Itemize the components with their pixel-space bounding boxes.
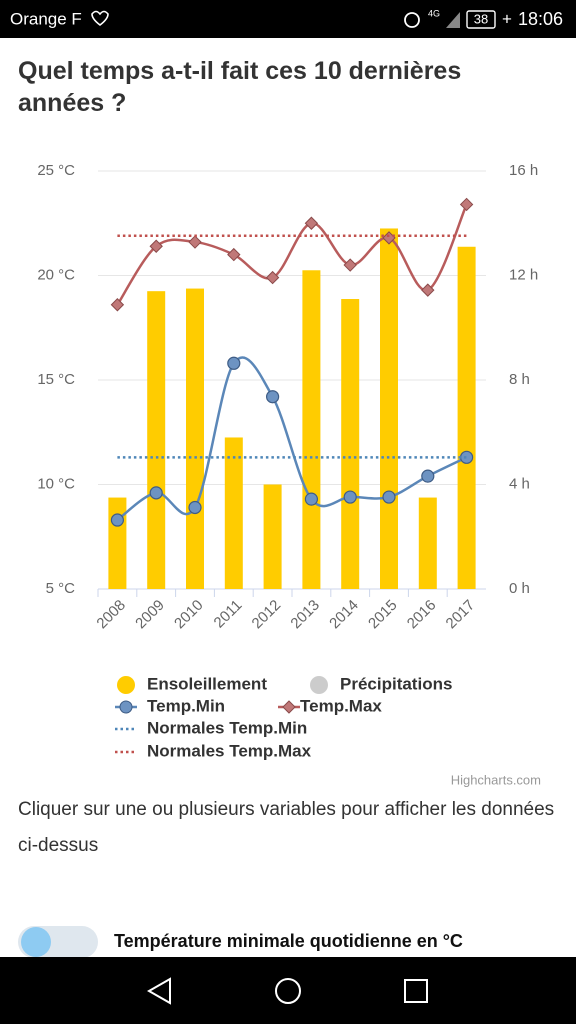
legend-label: Précipitations bbox=[340, 674, 452, 693]
y-tick-label: 10 °C bbox=[37, 475, 75, 492]
y-tick-label: 15 °C bbox=[37, 371, 75, 388]
marker bbox=[421, 283, 435, 297]
legend-marker bbox=[282, 700, 296, 714]
toggle-label[interactable]: Température minimale quotidienne en °C bbox=[114, 931, 463, 951]
series-line bbox=[116, 356, 468, 522]
x-tick-label: 2012 bbox=[249, 597, 285, 633]
clock: 18:06 bbox=[518, 9, 563, 29]
battery-level: 38 bbox=[474, 11, 488, 26]
alarm-icon bbox=[404, 12, 420, 28]
bar bbox=[224, 437, 243, 589]
nav-home[interactable] bbox=[275, 978, 301, 1004]
y-tick-label: 5 °C bbox=[46, 580, 76, 597]
series-line bbox=[116, 203, 468, 306]
legend-label: Temp.Min bbox=[147, 696, 225, 715]
bar bbox=[263, 484, 282, 589]
legend-item[interactable]: Temp.Max bbox=[278, 696, 382, 715]
legend-marker bbox=[119, 700, 133, 714]
marker bbox=[460, 450, 474, 464]
x-tick-label: 2014 bbox=[326, 597, 362, 633]
bar bbox=[380, 228, 398, 589]
nav-bar bbox=[0, 957, 576, 1024]
marker bbox=[227, 247, 241, 262]
nav-back[interactable] bbox=[146, 977, 171, 1005]
network: 4G bbox=[428, 8, 440, 18]
bar bbox=[457, 246, 476, 589]
marker bbox=[382, 490, 396, 504]
marker bbox=[266, 390, 280, 404]
battery-icon bbox=[466, 10, 496, 29]
charging: + bbox=[502, 9, 512, 28]
marker bbox=[343, 490, 357, 504]
y2-tick-label: 4 h bbox=[509, 475, 530, 492]
marker bbox=[188, 235, 202, 249]
y2-tick-label: 8 h bbox=[509, 371, 530, 388]
marker bbox=[149, 239, 163, 253]
marker bbox=[188, 500, 202, 515]
y2-tick-label: 0 h bbox=[509, 580, 530, 597]
marker bbox=[265, 270, 280, 285]
y2-tick-label: 12 h bbox=[509, 266, 538, 283]
legend-item[interactable]: Ensoleillement bbox=[117, 674, 267, 694]
carrier: Orange F bbox=[10, 9, 82, 28]
legend-label: Normales Temp.Max bbox=[147, 741, 312, 760]
nav-recent[interactable] bbox=[404, 979, 428, 1003]
legend-item[interactable]: Normales Temp.Max bbox=[115, 741, 312, 760]
marker bbox=[421, 469, 435, 483]
heart-icon bbox=[91, 10, 109, 27]
marker bbox=[227, 356, 241, 370]
marker bbox=[149, 486, 163, 500]
page-title: Quel temps a-t-il fait ces 10 dernières … bbox=[18, 57, 468, 117]
x-tick-label: 2016 bbox=[404, 597, 440, 633]
x-tick-label: 2013 bbox=[287, 597, 323, 633]
marker bbox=[110, 298, 125, 312]
signal-icon bbox=[446, 12, 460, 28]
legend-symbol bbox=[310, 676, 328, 694]
legend-item[interactable]: Précipitations bbox=[310, 674, 452, 694]
legend-item[interactable]: Temp.Min bbox=[115, 696, 225, 715]
bar bbox=[341, 299, 360, 589]
x-tick-label: 2015 bbox=[365, 597, 401, 633]
marker bbox=[304, 216, 319, 230]
credits: Highcharts.com bbox=[451, 772, 541, 787]
bar bbox=[302, 270, 321, 589]
legend-label: Ensoleillement bbox=[147, 674, 267, 693]
status-bar bbox=[0, 0, 576, 38]
y-tick-label: 20 °C bbox=[37, 266, 75, 283]
x-tick-label: 2009 bbox=[132, 597, 168, 633]
x-tick-label: 2010 bbox=[171, 597, 207, 633]
bar bbox=[147, 291, 166, 589]
x-tick-label: 2017 bbox=[443, 597, 479, 633]
bar bbox=[186, 288, 204, 589]
legend-symbol bbox=[117, 676, 135, 694]
toggle-knob[interactable] bbox=[21, 927, 51, 957]
marker bbox=[304, 492, 318, 506]
legend-item[interactable]: Normales Temp.Min bbox=[115, 718, 307, 737]
bar bbox=[418, 497, 437, 589]
legend-label: Temp.Max bbox=[300, 696, 382, 715]
legend-label: Normales Temp.Min bbox=[147, 718, 307, 737]
instructions: Cliquer sur une ou plusieurs variables p… bbox=[18, 799, 559, 856]
x-tick-label: 2011 bbox=[211, 597, 246, 632]
marker bbox=[343, 258, 357, 272]
marker bbox=[459, 197, 474, 212]
x-tick-label: 2008 bbox=[93, 597, 129, 633]
bar bbox=[108, 497, 127, 589]
marker bbox=[110, 513, 125, 527]
y-tick-label: 25 °C bbox=[37, 162, 75, 179]
y2-tick-label: 16 h bbox=[509, 162, 538, 179]
